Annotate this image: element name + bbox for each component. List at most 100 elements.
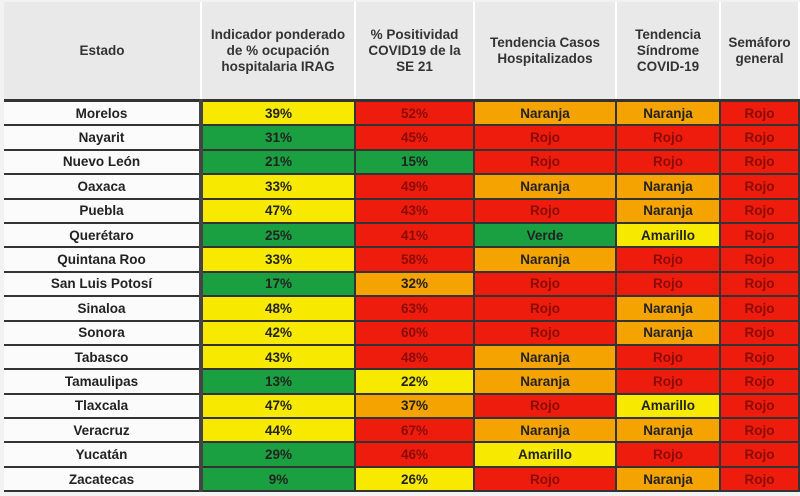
- cell-semaforo: Rojo: [720, 271, 800, 298]
- cell-estado: San Luis Potosí: [4, 271, 203, 298]
- header-tendencia-casos: Tendencia Casos Hospitalizados: [474, 2, 617, 102]
- table-row: Tabasco 43% 48% Naranja Rojo Rojo: [4, 344, 800, 371]
- cell-tendencia-sindrome: Rojo: [616, 125, 721, 151]
- table-row: Puebla 47% 43% Rojo Naranja Rojo: [4, 198, 800, 224]
- cell-tendencia-casos: Verde: [474, 222, 617, 249]
- cell-estado: Nuevo León: [4, 149, 203, 176]
- cell-positividad: 22%: [355, 369, 475, 395]
- cell-tendencia-casos: Rojo: [474, 271, 617, 298]
- cell-semaforo: Rojo: [720, 393, 800, 420]
- cell-irag: 25%: [201, 222, 356, 249]
- table-row: San Luis Potosí 17% 32% Rojo Rojo Rojo: [4, 271, 800, 298]
- cell-tendencia-casos: Naranja: [474, 418, 617, 444]
- cell-estado: Puebla: [4, 198, 203, 224]
- header-tendencia-sindrome: Tendencia Síndrome COVID-19: [616, 2, 721, 102]
- cell-estado: Veracruz: [4, 418, 203, 444]
- cell-positividad: 15%: [355, 149, 475, 176]
- cell-semaforo: Rojo: [720, 149, 800, 176]
- cell-tendencia-sindrome: Rojo: [616, 247, 721, 273]
- header-estado: Estado: [4, 2, 202, 102]
- cell-semaforo: Rojo: [720, 296, 800, 322]
- table-row: Nayarit 31% 45% Rojo Rojo Rojo: [4, 125, 800, 151]
- table-row: Quintana Roo 33% 58% Naranja Rojo Rojo: [4, 247, 800, 273]
- cell-estado: Nayarit: [4, 125, 203, 151]
- cell-tendencia-sindrome: Amarillo: [616, 393, 721, 420]
- cell-irag: 39%: [201, 100, 356, 127]
- cell-irag: 33%: [201, 247, 356, 273]
- header-irag: Indicador ponderado de % ocupación hospi…: [201, 2, 356, 102]
- cell-tendencia-sindrome: Rojo: [616, 271, 721, 298]
- cell-semaforo: Rojo: [720, 198, 800, 224]
- cell-tendencia-casos: Naranja: [474, 344, 617, 371]
- cell-semaforo: Rojo: [720, 418, 800, 444]
- cell-irag: 17%: [201, 271, 356, 298]
- cell-irag: 47%: [201, 393, 356, 420]
- cell-positividad: 48%: [355, 344, 475, 371]
- cell-positividad: 58%: [355, 247, 475, 273]
- cell-irag: 9%: [201, 466, 356, 493]
- cell-irag: 29%: [201, 442, 356, 468]
- cell-positividad: 26%: [355, 466, 475, 493]
- cell-tendencia-casos: Rojo: [474, 198, 617, 224]
- cell-tendencia-sindrome: Naranja: [616, 320, 721, 346]
- cell-tendencia-sindrome: Rojo: [616, 149, 721, 176]
- cell-irag: 47%: [201, 198, 356, 224]
- cell-irag: 31%: [201, 125, 356, 151]
- cell-tendencia-sindrome: Rojo: [616, 442, 721, 468]
- cell-estado: Tabasco: [4, 344, 203, 371]
- cell-tendencia-casos: Rojo: [474, 466, 617, 493]
- cell-semaforo: Rojo: [720, 174, 800, 200]
- table-row: Querétaro 25% 41% Verde Amarillo Rojo: [4, 222, 800, 249]
- cell-tendencia-casos: Rojo: [474, 296, 617, 322]
- cell-estado: Quintana Roo: [4, 247, 203, 273]
- cell-tendencia-sindrome: Naranja: [616, 174, 721, 200]
- cell-tendencia-sindrome: Amarillo: [616, 222, 721, 249]
- cell-positividad: 41%: [355, 222, 475, 249]
- semaforo-table: Estado Indicador ponderado de % ocupació…: [4, 2, 800, 493]
- cell-semaforo: Rojo: [720, 125, 800, 151]
- cell-tendencia-sindrome: Rojo: [616, 344, 721, 371]
- cell-semaforo: Rojo: [720, 320, 800, 346]
- cell-estado: Zacatecas: [4, 466, 203, 493]
- cell-tendencia-sindrome: Naranja: [616, 466, 721, 493]
- cell-estado: Tamaulipas: [4, 369, 203, 395]
- cell-positividad: 43%: [355, 198, 475, 224]
- cell-irag: 33%: [201, 174, 356, 200]
- cell-semaforo: Rojo: [720, 222, 800, 249]
- cell-tendencia-casos: Naranja: [474, 174, 617, 200]
- cell-positividad: 37%: [355, 393, 475, 420]
- table-row: Sonora 42% 60% Rojo Naranja Rojo: [4, 320, 800, 346]
- cell-positividad: 60%: [355, 320, 475, 346]
- cell-tendencia-sindrome: Rojo: [616, 369, 721, 395]
- cell-estado: Morelos: [4, 100, 203, 127]
- cell-positividad: 63%: [355, 296, 475, 322]
- header-positividad: % Positividad COVID19 de la SE 21: [355, 2, 475, 102]
- table-row: Morelos 39% 52% Naranja Naranja Rojo: [4, 100, 800, 127]
- cell-irag: 43%: [201, 344, 356, 371]
- cell-tendencia-casos: Rojo: [474, 393, 617, 420]
- table-row: Oaxaca 33% 49% Naranja Naranja Rojo: [4, 174, 800, 200]
- cell-irag: 44%: [201, 418, 356, 444]
- cell-tendencia-sindrome: Naranja: [616, 418, 721, 444]
- cell-estado: Tlaxcala: [4, 393, 203, 420]
- table-row: Zacatecas 9% 26% Rojo Naranja Rojo: [4, 466, 800, 493]
- cell-irag: 13%: [201, 369, 356, 395]
- cell-semaforo: Rojo: [720, 369, 800, 395]
- cell-tendencia-casos: Naranja: [474, 100, 617, 127]
- header-semaforo: Semáforo general: [720, 2, 800, 102]
- cell-positividad: 49%: [355, 174, 475, 200]
- table-row: Tamaulipas 13% 22% Naranja Rojo Rojo: [4, 369, 800, 395]
- table-row: Tlaxcala 47% 37% Rojo Amarillo Rojo: [4, 393, 800, 420]
- cell-tendencia-sindrome: Naranja: [616, 100, 721, 127]
- table-row: Nuevo León 21% 15% Rojo Rojo Rojo: [4, 149, 800, 176]
- cell-positividad: 46%: [355, 442, 475, 468]
- cell-semaforo: Rojo: [720, 466, 800, 493]
- cell-irag: 48%: [201, 296, 356, 322]
- cell-irag: 42%: [201, 320, 356, 346]
- table-row: Yucatán 29% 46% Amarillo Rojo Rojo: [4, 442, 800, 468]
- cell-estado: Sonora: [4, 320, 203, 346]
- cell-tendencia-casos: Amarillo: [474, 442, 617, 468]
- cell-tendencia-casos: Naranja: [474, 369, 617, 395]
- cell-estado: Yucatán: [4, 442, 203, 468]
- cell-tendencia-casos: Naranja: [474, 247, 617, 273]
